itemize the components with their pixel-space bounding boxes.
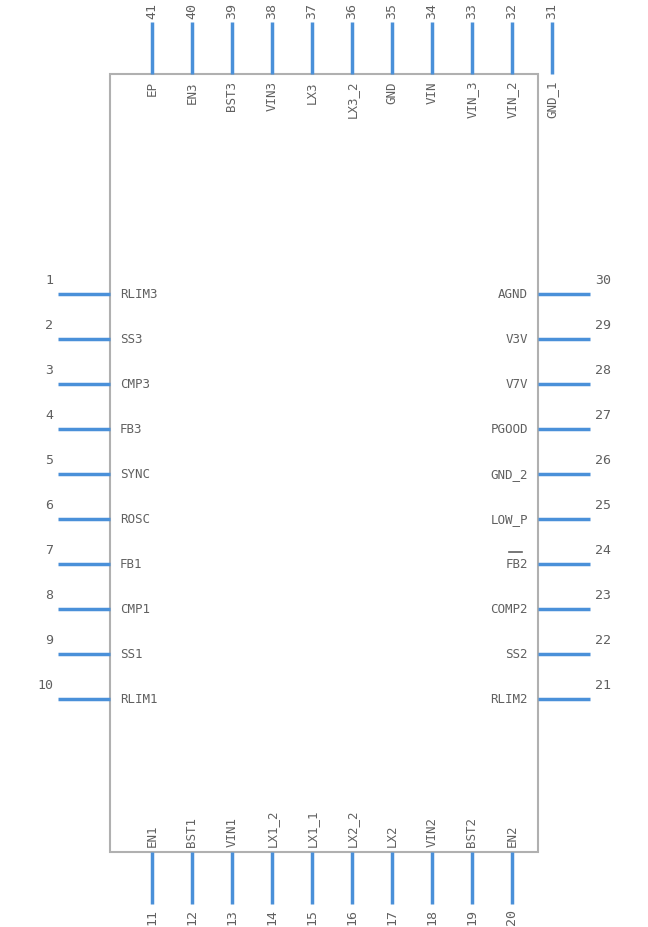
Text: 1: 1 xyxy=(45,273,53,286)
Text: 22: 22 xyxy=(595,633,611,646)
Text: LX2_2: LX2_2 xyxy=(345,808,358,846)
Bar xyxy=(110,75,538,852)
Text: 11: 11 xyxy=(146,908,159,924)
Text: FB3: FB3 xyxy=(120,423,143,436)
Text: LX3: LX3 xyxy=(305,81,319,104)
Text: 3: 3 xyxy=(45,363,53,376)
Text: VIN1: VIN1 xyxy=(226,816,238,846)
Text: 29: 29 xyxy=(595,319,611,332)
Text: ROSC: ROSC xyxy=(120,513,150,526)
Text: 21: 21 xyxy=(595,679,611,692)
Text: BST3: BST3 xyxy=(226,81,238,111)
Text: 16: 16 xyxy=(345,908,358,924)
Text: 33: 33 xyxy=(465,3,478,19)
Text: 18: 18 xyxy=(426,908,439,924)
Text: 26: 26 xyxy=(595,453,611,466)
Text: 39: 39 xyxy=(226,3,238,19)
Text: LOW_P: LOW_P xyxy=(491,513,528,526)
Text: 23: 23 xyxy=(595,589,611,602)
Text: SS3: SS3 xyxy=(120,333,143,346)
Text: 32: 32 xyxy=(505,3,518,19)
Text: 5: 5 xyxy=(45,453,53,466)
Text: 41: 41 xyxy=(146,3,159,19)
Text: LX1_2: LX1_2 xyxy=(266,808,279,846)
Text: EN2: EN2 xyxy=(505,823,518,846)
Text: CMP3: CMP3 xyxy=(120,378,150,391)
Text: SS1: SS1 xyxy=(120,648,143,661)
Text: 9: 9 xyxy=(45,633,53,646)
Text: VIN3: VIN3 xyxy=(266,81,279,111)
Text: 36: 36 xyxy=(345,3,358,19)
Text: 34: 34 xyxy=(426,3,439,19)
Text: LX2: LX2 xyxy=(386,823,399,846)
Text: GND_1: GND_1 xyxy=(546,81,559,119)
Text: EP: EP xyxy=(146,81,159,95)
Text: 24: 24 xyxy=(595,543,611,556)
Text: 38: 38 xyxy=(266,3,279,19)
Text: 13: 13 xyxy=(226,908,238,924)
Text: COMP2: COMP2 xyxy=(491,603,528,616)
Text: AGND: AGND xyxy=(498,288,528,301)
Text: V3V: V3V xyxy=(505,333,528,346)
Text: LX1_1: LX1_1 xyxy=(305,808,319,846)
Text: 17: 17 xyxy=(386,908,399,924)
Text: 10: 10 xyxy=(37,679,53,692)
Text: 2: 2 xyxy=(45,319,53,332)
Text: FB1: FB1 xyxy=(120,558,143,571)
Text: 14: 14 xyxy=(266,908,279,924)
Text: 19: 19 xyxy=(465,908,478,924)
Text: PGOOD: PGOOD xyxy=(491,423,528,436)
Text: 12: 12 xyxy=(185,908,198,924)
Text: 40: 40 xyxy=(185,3,198,19)
Text: VIN_2: VIN_2 xyxy=(505,81,518,119)
Text: 28: 28 xyxy=(595,363,611,376)
Text: CMP1: CMP1 xyxy=(120,603,150,616)
Text: 30: 30 xyxy=(595,273,611,286)
Text: VIN2: VIN2 xyxy=(426,816,439,846)
Text: 35: 35 xyxy=(386,3,399,19)
Text: LX3_2: LX3_2 xyxy=(345,81,358,119)
Text: V7V: V7V xyxy=(505,378,528,391)
Text: 7: 7 xyxy=(45,543,53,556)
Text: SYNC: SYNC xyxy=(120,468,150,481)
Text: 27: 27 xyxy=(595,409,611,422)
Text: VIN_3: VIN_3 xyxy=(465,81,478,119)
Text: 8: 8 xyxy=(45,589,53,602)
Text: EN1: EN1 xyxy=(146,823,159,846)
Text: BST2: BST2 xyxy=(465,816,478,846)
Text: 4: 4 xyxy=(45,409,53,422)
Text: GND: GND xyxy=(386,81,399,104)
Text: 20: 20 xyxy=(505,908,518,924)
Text: FB2: FB2 xyxy=(505,558,528,571)
Text: 6: 6 xyxy=(45,499,53,512)
Text: VIN: VIN xyxy=(426,81,439,104)
Text: EN3: EN3 xyxy=(185,81,198,104)
Text: 15: 15 xyxy=(305,908,319,924)
Text: RLIM2: RLIM2 xyxy=(491,692,528,705)
Text: RLIM1: RLIM1 xyxy=(120,692,157,705)
Text: SS2: SS2 xyxy=(505,648,528,661)
Text: RLIM3: RLIM3 xyxy=(120,288,157,301)
Text: 25: 25 xyxy=(595,499,611,512)
Text: 37: 37 xyxy=(305,3,319,19)
Text: GND_2: GND_2 xyxy=(491,468,528,481)
Text: 31: 31 xyxy=(546,3,559,19)
Text: BST1: BST1 xyxy=(185,816,198,846)
